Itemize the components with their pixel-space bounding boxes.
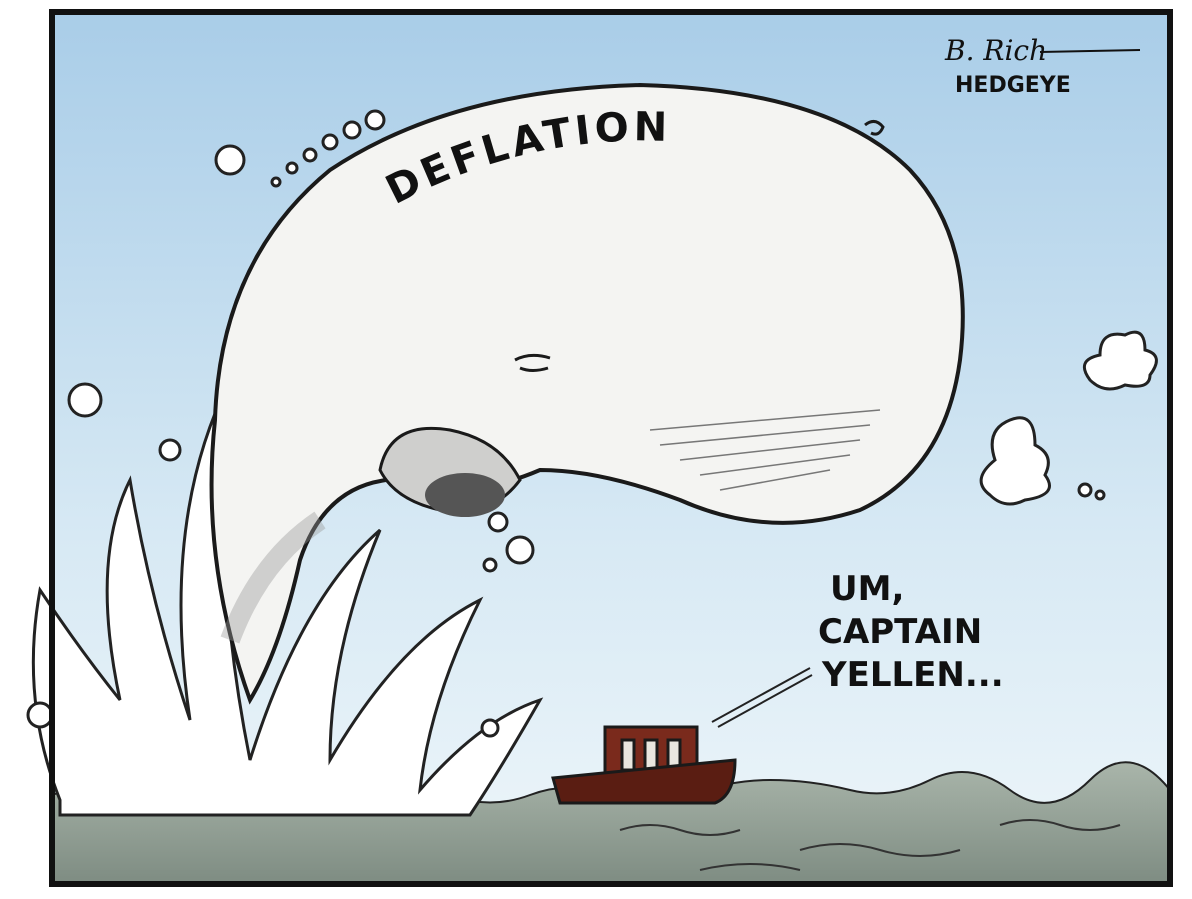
signature-publisher: HEDGEYE	[955, 73, 1071, 98]
frame	[49, 9, 1173, 887]
speech-line: CAPTAIN	[818, 612, 982, 652]
speech-line: UM,	[830, 569, 904, 609]
signature-artist: B. Rich	[944, 34, 1047, 67]
clouds	[979, 330, 1158, 506]
whale-shading	[220, 511, 326, 644]
signature-flourish	[1039, 49, 1141, 53]
splash	[31, 379, 544, 817]
blowhole	[864, 120, 885, 136]
whale-hatching	[649, 409, 881, 491]
bubbles	[26, 109, 535, 738]
speech-pointer	[711, 667, 813, 728]
whale-eye	[514, 353, 551, 372]
whale-mouth-shadow	[425, 473, 505, 517]
speech: UM, CAPTAIN YELLEN...	[818, 569, 1004, 695]
boat	[551, 725, 737, 805]
speech-line: YELLEN...	[821, 655, 1004, 695]
waves	[619, 819, 1121, 871]
